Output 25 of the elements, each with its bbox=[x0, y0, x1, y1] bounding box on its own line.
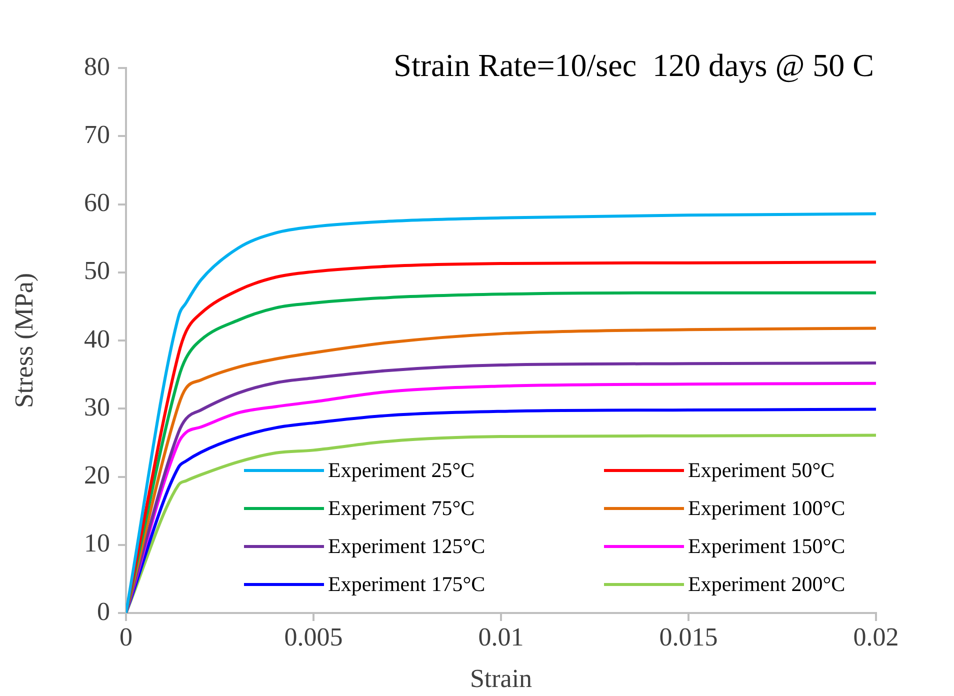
x-tick-label: 0.02 bbox=[853, 622, 899, 652]
x-tick-label: 0.015 bbox=[659, 622, 718, 652]
legend-label: Experiment 100°C bbox=[688, 496, 846, 520]
y-tick-label: 70 bbox=[84, 120, 110, 149]
y-tick-label: 40 bbox=[84, 324, 110, 354]
y-tick-label: 20 bbox=[84, 460, 110, 490]
legend-label: Experiment 50°C bbox=[688, 458, 835, 482]
legend-label: Experiment 75°C bbox=[328, 496, 475, 520]
y-tick-label: 80 bbox=[84, 52, 110, 81]
y-tick-label: 0 bbox=[97, 596, 110, 626]
legend-label: Experiment 175°C bbox=[328, 572, 486, 596]
y-tick-label: 50 bbox=[84, 256, 110, 286]
x-tick-label: 0.01 bbox=[478, 622, 524, 652]
x-tick-label: 0.005 bbox=[284, 622, 343, 652]
chart-title: Strain Rate=10/sec 120 days @ 50 C bbox=[394, 47, 874, 83]
legend-label: Experiment 150°C bbox=[688, 534, 846, 558]
legend-label: Experiment 25°C bbox=[328, 458, 475, 482]
legend-label: Experiment 125°C bbox=[328, 534, 486, 558]
x-tick-label: 0 bbox=[120, 622, 132, 652]
y-axis-title: Stress (MPa) bbox=[9, 272, 38, 408]
x-axis-title: Strain bbox=[470, 664, 532, 694]
legend-label: Experiment 200°C bbox=[688, 572, 846, 596]
y-tick-label: 60 bbox=[84, 188, 110, 218]
y-tick-label: 30 bbox=[84, 392, 110, 422]
y-tick-label: 10 bbox=[84, 528, 110, 558]
